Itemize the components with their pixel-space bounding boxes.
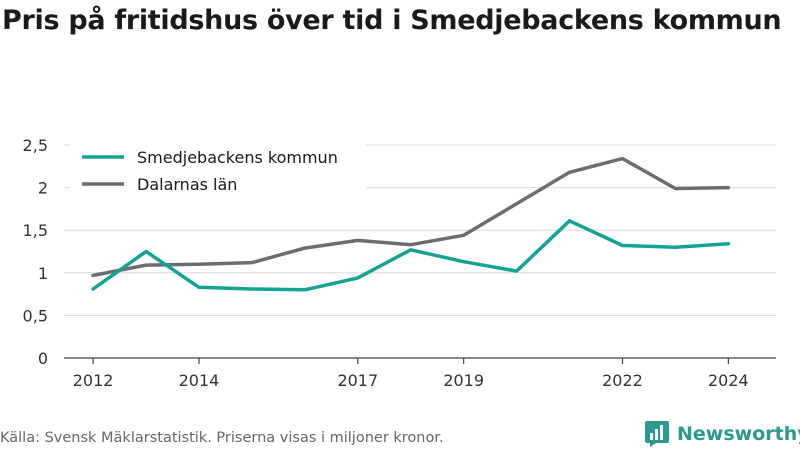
bar-chart-icon: [645, 421, 669, 447]
x-tick-label: 2014: [179, 371, 220, 390]
legend-background: [70, 142, 366, 200]
series-lines: [91, 156, 731, 292]
y-tick-label: 2,5: [23, 136, 48, 155]
brand-logo[interactable]: Newsworthy: [644, 420, 800, 448]
x-tick-label: 2024: [708, 371, 749, 390]
chart-title: Pris på fritidshus över tid i Smedjeback…: [2, 5, 782, 36]
y-tick-label: 0: [38, 349, 48, 368]
x-tick-label: 2017: [337, 371, 378, 390]
brand-name: Newsworthy: [677, 423, 800, 445]
legend-label: Smedjebackens kommun: [137, 148, 338, 167]
x-axis: 2012 2014 2017 2019 2022 2024: [64, 357, 776, 390]
y-tick-label: 2: [38, 179, 48, 198]
x-tick-label: 2022: [602, 371, 643, 390]
y-tick-label: 0,5: [23, 306, 48, 325]
source-note: Källa: Svensk Mäklarstatistik. Priserna …: [0, 430, 444, 446]
legend: Smedjebackens kommun Dalarnas län: [70, 142, 366, 200]
x-tick-label: 2012: [73, 371, 114, 390]
y-tick-label: 1,5: [23, 221, 48, 240]
series-line: [91, 156, 731, 278]
series-line: [91, 219, 731, 292]
y-tick-label: 1: [38, 264, 48, 283]
y-axis-tick-labels: 0 0,5 1 1,5 2 2,5: [23, 136, 48, 368]
legend-label: Dalarnas län: [137, 175, 237, 194]
x-tick-label: 2019: [443, 371, 484, 390]
